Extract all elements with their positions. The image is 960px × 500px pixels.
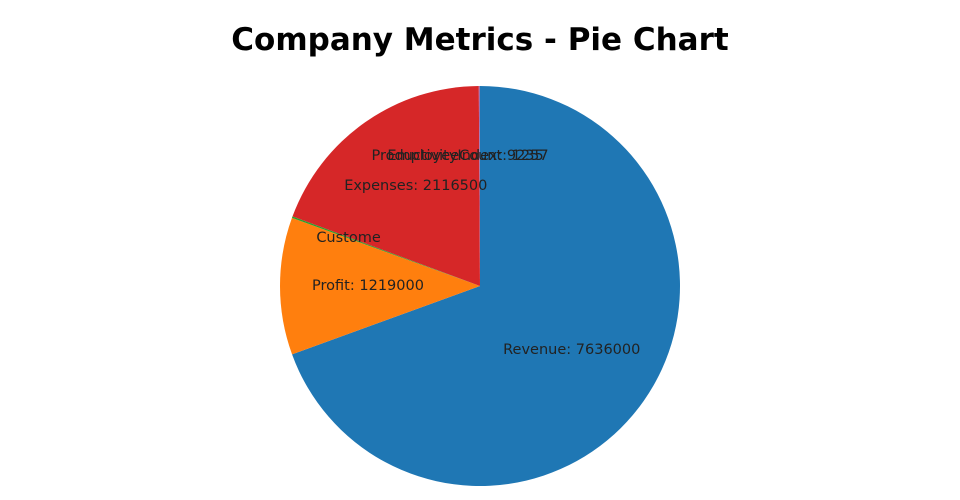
- pie-slice-expenses: [292, 86, 480, 286]
- slice-label-employeecount: EmployeeCount: 1257: [387, 148, 548, 164]
- pie-slice-customercount: [291, 216, 480, 286]
- slice-label-productivityindex: ProductivityIndex: 9235: [371, 148, 543, 164]
- pie-slices: [280, 86, 680, 486]
- slice-label-customercount: Custome: [316, 230, 381, 246]
- slice-label-revenue: Revenue: 7636000: [503, 342, 640, 358]
- slice-label-expenses: Expenses: 2116500: [344, 178, 487, 194]
- slice-label-profit: Profit: 1219000: [312, 278, 424, 294]
- pie-slice-revenue: [292, 86, 680, 486]
- pie-slice-profit: [280, 217, 480, 355]
- chart-title: Company Metrics - Pie Chart: [231, 22, 729, 58]
- pie-labels: Revenue: 7636000 Profit: 1219000 Custome Ex…: [312, 148, 640, 358]
- pie-slice-productivityindex: [478, 86, 480, 286]
